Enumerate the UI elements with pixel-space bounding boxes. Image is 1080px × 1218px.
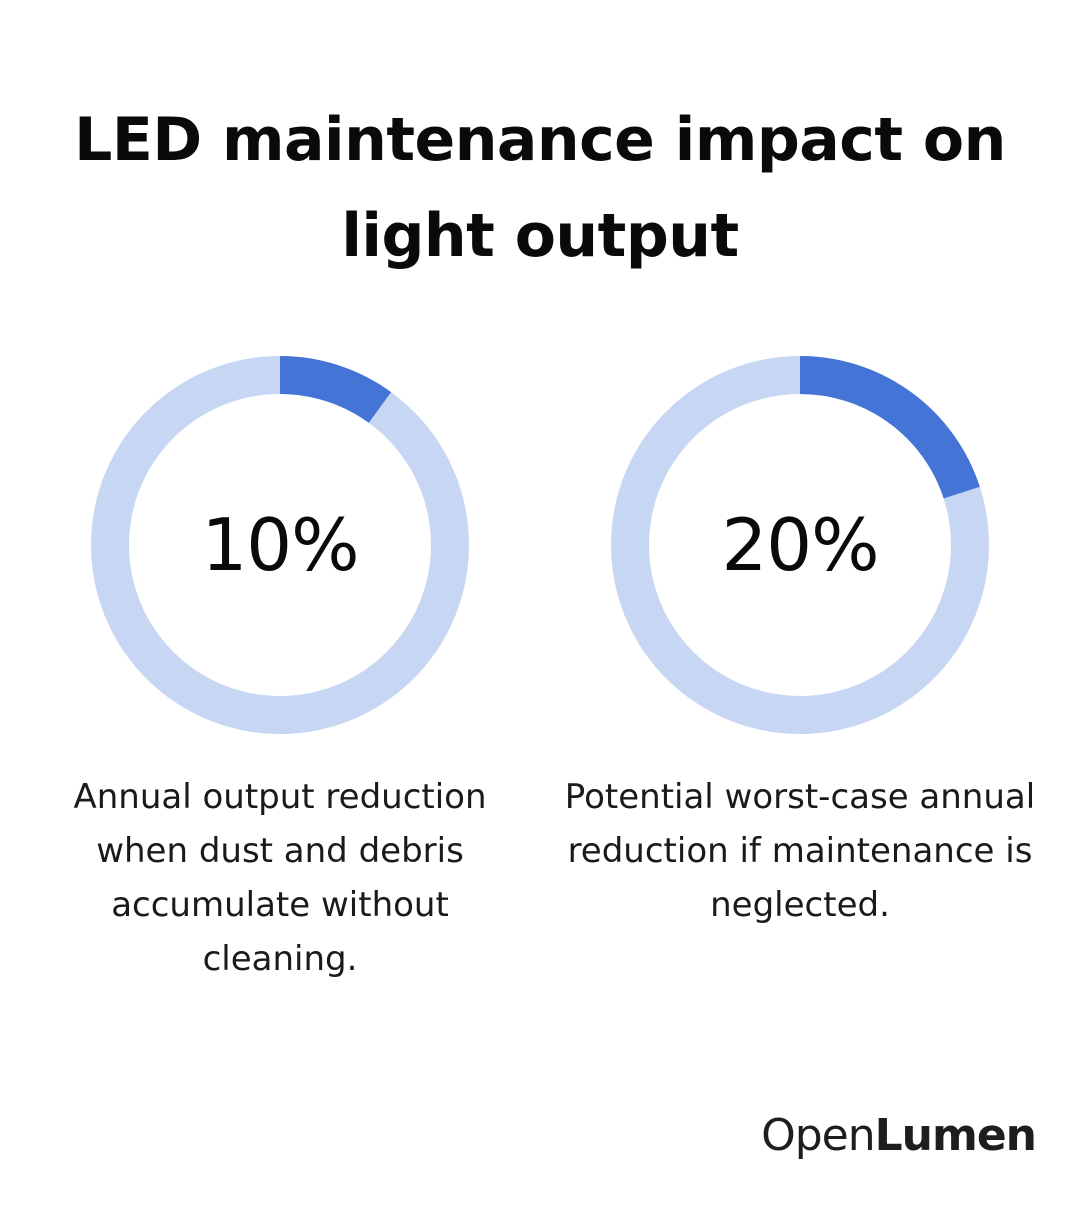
donut-1-value-label: 10% (201, 503, 359, 587)
brand-logo-lumen: Lumen (874, 1110, 1037, 1161)
donut-chart-2: 20% (610, 355, 990, 735)
donut-2-caption: Potential worst-case annual reduction if… (564, 777, 1036, 925)
donut-1-svg (91, 356, 469, 734)
brand-logo-open: Open (761, 1110, 876, 1161)
donut-2-value-label: 20% (721, 503, 879, 587)
brand-logo: OpenLumen (761, 1106, 1037, 1166)
donut-chart-1: 10% (90, 355, 470, 735)
donut-1-value-arc (91, 356, 469, 734)
donut-1-caption: Annual output reduction when dust and de… (73, 777, 487, 979)
donut-2-value-arc (611, 356, 989, 734)
chart-title: LED maintenance impact on light output (74, 105, 1006, 271)
donut-2-svg (611, 356, 989, 734)
